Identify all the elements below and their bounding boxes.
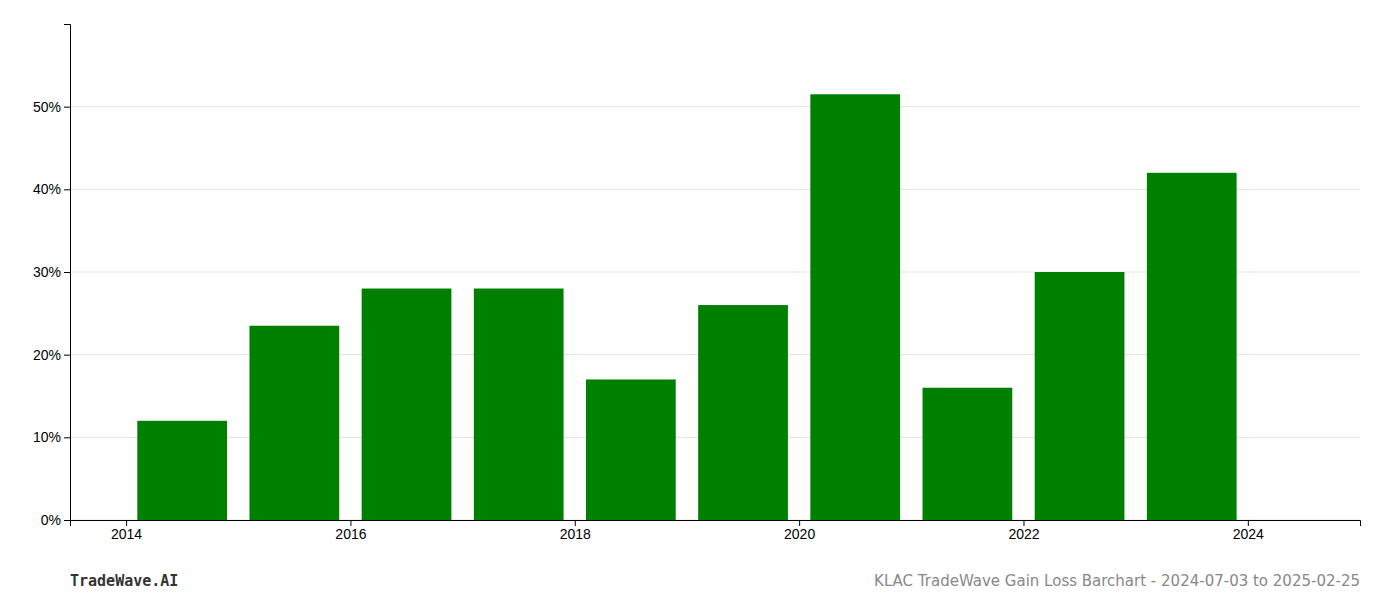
bars — [137, 94, 1236, 520]
y-tick: 30% — [33, 264, 70, 280]
x-tick-label: 2024 — [1233, 526, 1264, 542]
x-axis-line — [71, 521, 1361, 527]
bar — [249, 326, 339, 520]
x-tick-label: 2020 — [784, 526, 815, 542]
bar — [1147, 173, 1237, 520]
footer-right: KLAC TradeWave Gain Loss Barchart - 2024… — [874, 572, 1360, 590]
x-tick-label: 2018 — [560, 526, 591, 542]
y-tick-mark — [64, 437, 70, 438]
y-tick-label: 40% — [33, 181, 61, 197]
y-tick-label: 20% — [33, 347, 61, 363]
bar — [137, 421, 227, 520]
y-tick-label: 0% — [41, 512, 61, 528]
y-tick-mark — [64, 189, 70, 190]
x-tick-label: 2022 — [1008, 526, 1039, 542]
plot-area: 0% 10% 20% 30% 40% 50% 2014 2016 2018 2020 2022 202… — [33, 25, 1361, 542]
x-tick: 2024 — [1233, 520, 1264, 542]
x-tick-label: 2014 — [111, 526, 142, 542]
bar — [362, 289, 452, 520]
x-axis: 2014 2016 2018 2020 2022 2024 — [71, 520, 1361, 542]
bar — [810, 94, 900, 520]
y-tick-label: 10% — [33, 429, 61, 445]
y-tick-mark — [64, 272, 70, 273]
grid — [70, 107, 1360, 520]
footer-left: TradeWave.AI — [70, 572, 178, 590]
grid-line — [70, 106, 1360, 107]
y-axis: 0% 10% 20% 30% 40% 50% — [33, 25, 71, 528]
bar — [923, 388, 1013, 520]
bar — [586, 379, 676, 520]
y-tick-mark — [64, 520, 70, 521]
y-tick-mark — [64, 107, 70, 108]
bar — [698, 305, 788, 520]
x-tick: 2014 — [111, 520, 142, 542]
bar — [474, 289, 564, 520]
y-tick: 0% — [41, 512, 70, 528]
y-tick: 50% — [33, 99, 70, 115]
x-tick: 2016 — [335, 520, 366, 542]
y-tick-label: 50% — [33, 99, 61, 115]
y-tick: 40% — [33, 181, 70, 197]
chart: 0% 10% 20% 30% 40% 50% 2014 2016 2018 2020 2022 202… — [0, 0, 1400, 600]
y-tick-mark — [64, 355, 70, 356]
x-tick: 2022 — [1008, 520, 1039, 542]
y-tick-label: 30% — [33, 264, 61, 280]
x-tick: 2018 — [560, 520, 591, 542]
y-tick: 20% — [33, 347, 70, 363]
bar — [1035, 272, 1125, 520]
x-tick-label: 2016 — [335, 526, 366, 542]
x-tick: 2020 — [784, 520, 815, 542]
y-tick: 10% — [33, 429, 70, 445]
y-axis-line — [64, 25, 71, 521]
